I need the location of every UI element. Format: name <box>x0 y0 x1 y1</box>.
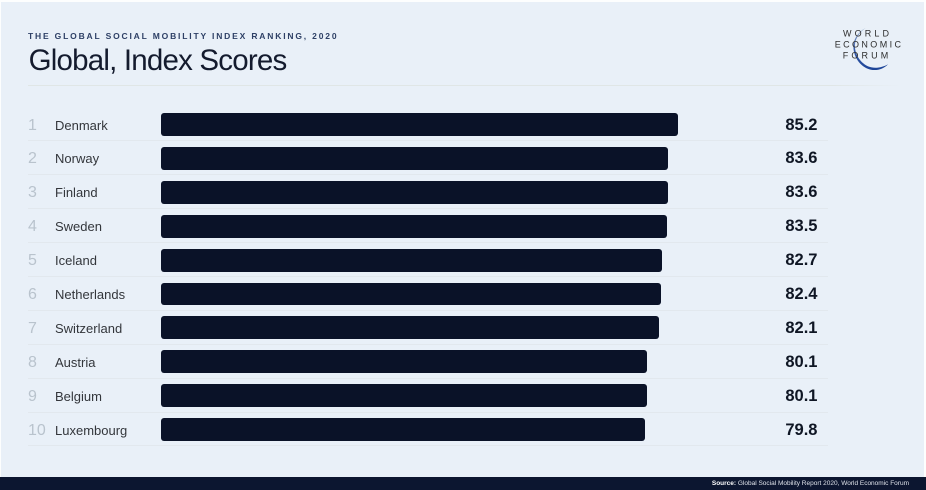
svg-text:WORLD: WORLD <box>843 29 892 39</box>
svg-text:FORUM: FORUM <box>843 51 892 61</box>
svg-text:ECONOMIC: ECONOMIC <box>835 40 904 50</box>
